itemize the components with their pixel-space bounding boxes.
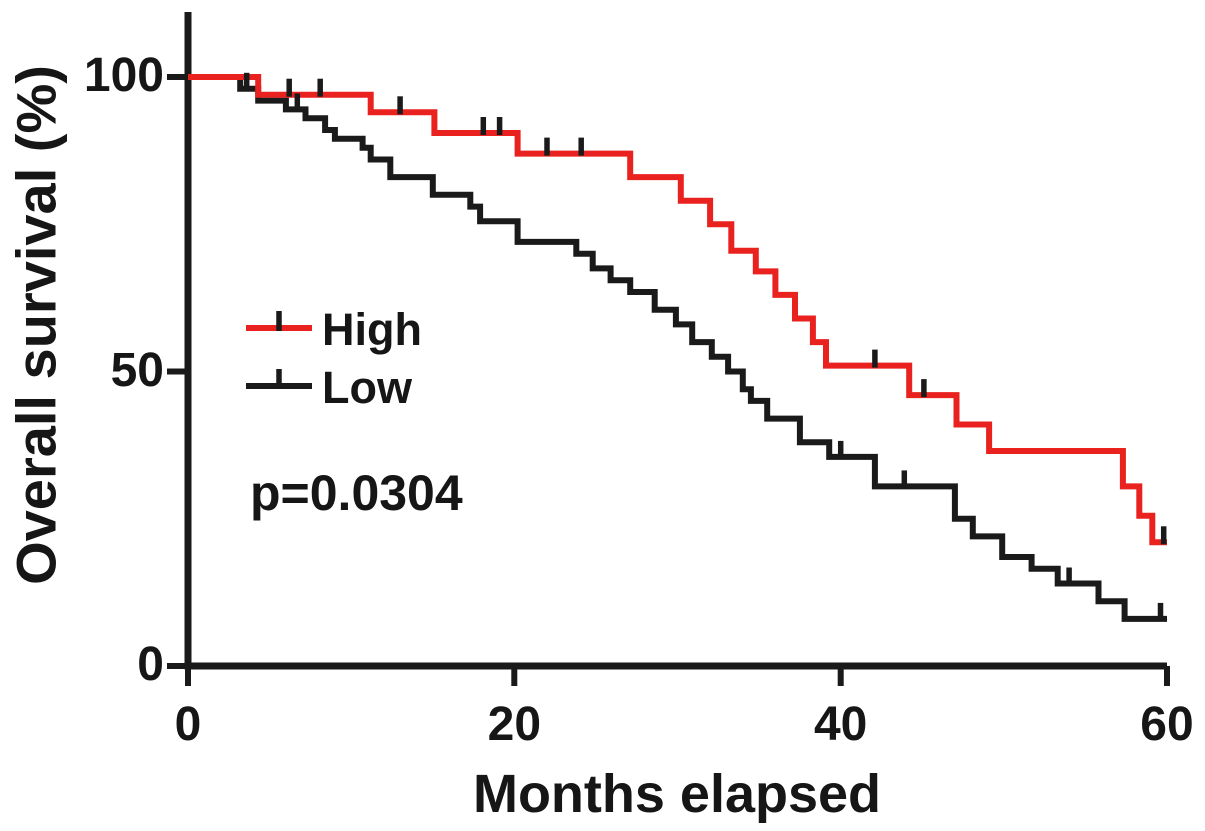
p-value-annotation: p=0.0304 [250, 465, 463, 521]
x-tick-label: 0 [174, 698, 202, 751]
y-tick-label: 100 [83, 49, 164, 102]
x-axis-title: Months elapsed [472, 764, 882, 824]
y-tick-label: 50 [110, 343, 164, 397]
x-tick-label: 20 [487, 698, 542, 751]
y-tick-label: 0 [137, 638, 164, 691]
x-tick-label: 60 [1140, 698, 1194, 751]
y-axis-title: Overall survival (%) [4, 65, 68, 585]
survival-curve-high [188, 74, 1167, 546]
x-tick-label: 40 [813, 698, 868, 751]
survival-curve-low [188, 74, 1167, 622]
legend-label-low: Low [322, 362, 412, 413]
legend-label-high: High [322, 304, 422, 355]
